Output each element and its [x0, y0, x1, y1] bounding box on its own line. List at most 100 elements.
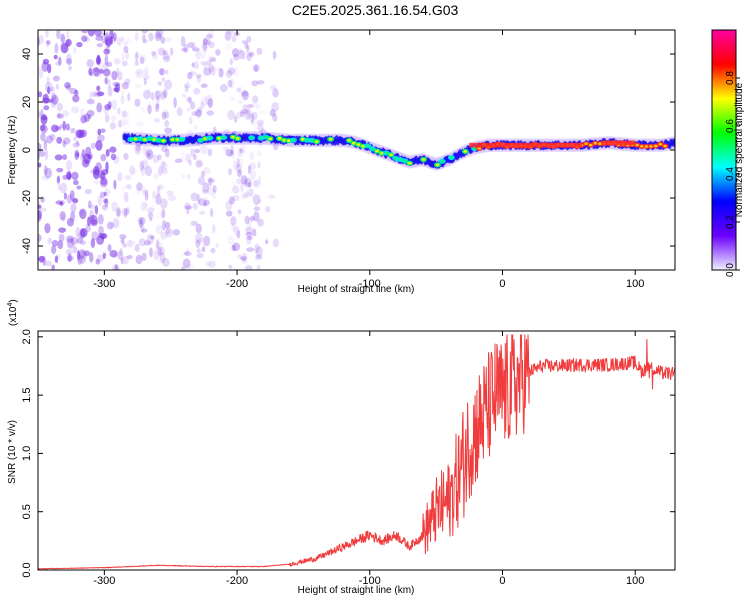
noise-mark — [157, 154, 162, 161]
noise-mark — [246, 177, 253, 182]
y-tick-label: 1.0 — [21, 446, 33, 461]
noise-mark — [236, 87, 241, 93]
noise-mark — [232, 242, 241, 252]
noise-mark — [117, 171, 123, 182]
noise-mark — [201, 246, 206, 253]
noise-mark — [197, 106, 203, 114]
noise-mark — [199, 237, 208, 248]
noise-mark — [121, 185, 126, 192]
noise-mark — [135, 83, 142, 88]
ridge-peak-center — [653, 144, 658, 148]
noise-mark — [38, 152, 41, 161]
noise-mark — [120, 35, 125, 43]
noise-mark — [111, 70, 118, 81]
noise-mark — [126, 37, 132, 45]
ridge-peak-center — [263, 135, 268, 139]
noise-mark — [159, 246, 165, 256]
noise-mark — [112, 217, 120, 229]
noise-mark — [38, 69, 44, 79]
noise-mark — [97, 128, 102, 136]
noise-mark — [47, 237, 53, 245]
noise-mark — [73, 89, 79, 97]
noise-mark — [38, 91, 43, 98]
noise-mark — [74, 89, 78, 95]
noise-mark — [110, 153, 117, 161]
noise-mark — [228, 264, 233, 270]
noise-mark — [75, 152, 80, 158]
noise-mark — [65, 84, 72, 91]
noise-mark — [228, 196, 235, 205]
noise-mark — [139, 216, 146, 225]
noise-mark — [120, 95, 125, 105]
noise-mark — [126, 255, 133, 260]
noise-mark — [185, 246, 190, 256]
noise-mark — [127, 239, 133, 248]
noise-mark — [70, 236, 79, 246]
noise-mark — [159, 68, 165, 76]
ridge-strong — [602, 140, 636, 146]
noise-mark — [89, 214, 95, 221]
noise-mark — [117, 120, 123, 128]
noise-mark — [108, 222, 115, 228]
ridge-peak-center — [635, 143, 639, 147]
noise-mark — [102, 252, 106, 260]
noise-mark — [106, 48, 112, 54]
noise-mark — [91, 231, 99, 241]
noise-mark — [72, 94, 80, 103]
noise-mark — [161, 111, 167, 120]
noise-mark — [254, 180, 262, 189]
noise-mark — [244, 179, 248, 187]
noise-mark — [245, 226, 253, 235]
noise-mark — [228, 150, 235, 157]
noise-mark — [42, 58, 50, 65]
noise-mark — [252, 64, 260, 72]
noise-mark — [255, 254, 263, 260]
ridge-peak-center — [384, 151, 389, 155]
noise-mark — [87, 216, 91, 227]
noise-mark — [146, 87, 151, 96]
noise-mark — [210, 247, 216, 254]
noise-mark — [240, 193, 248, 199]
noise-mark — [120, 256, 124, 265]
noise-mark — [93, 179, 100, 185]
noise-mark — [184, 202, 191, 211]
noise-mark — [57, 240, 64, 250]
noise-mark — [227, 109, 235, 120]
ridge-peak-center — [421, 158, 426, 161]
noise-mark — [186, 209, 190, 215]
noise-mark — [46, 76, 50, 85]
noise-mark — [265, 239, 269, 245]
noise-mark — [121, 207, 130, 217]
noise-mark — [218, 68, 224, 78]
noise-mark — [120, 88, 125, 99]
noise-mark — [61, 110, 70, 117]
noise-mark — [211, 223, 216, 234]
ridge-peak-center — [356, 143, 361, 146]
noise-mark — [208, 260, 216, 269]
noise-mark — [157, 246, 162, 257]
noise-mark — [238, 48, 243, 54]
noise-mark — [63, 137, 71, 145]
noise-mark — [66, 238, 75, 249]
noise-mark — [162, 219, 166, 231]
noise-mark — [42, 255, 46, 267]
noise-mark — [38, 211, 42, 222]
noise-mark — [232, 185, 240, 194]
noise-mark — [246, 187, 250, 198]
noise-mark — [145, 145, 152, 157]
noise-mark — [80, 115, 87, 124]
noise-mark — [116, 67, 120, 76]
noise-mark — [44, 260, 53, 267]
noise-mark — [244, 109, 251, 121]
noise-mark — [151, 50, 157, 56]
noise-mark — [45, 40, 51, 45]
noise-mark — [117, 71, 123, 81]
noise-mark — [240, 256, 247, 261]
noise-mark — [225, 30, 233, 35]
figure-title: C2E5.2025.361.16.54.G03 — [292, 2, 459, 18]
noise-mark — [73, 47, 77, 54]
noise-mark — [157, 81, 163, 86]
y-tick-label: -40 — [21, 238, 33, 254]
noise-mark — [95, 56, 102, 65]
